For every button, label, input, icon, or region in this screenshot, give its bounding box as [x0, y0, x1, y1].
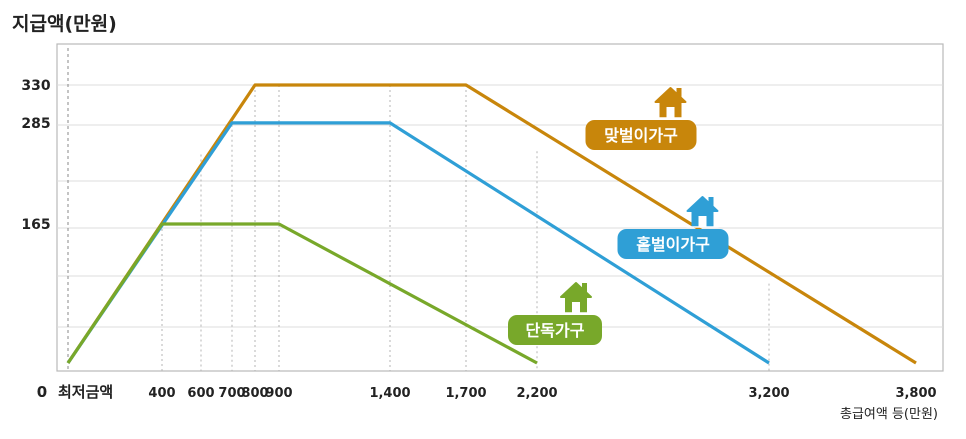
- series-label-0: 맞벌이가구: [585, 87, 697, 150]
- x-start-label: 최저금액: [58, 383, 113, 401]
- origin-label: 0: [37, 383, 47, 401]
- x-tick-label: 400: [148, 386, 175, 401]
- x-tick-label: 1,400: [369, 386, 410, 401]
- series-label-text: 단독가구: [526, 321, 585, 340]
- series-label-pill: [585, 120, 697, 150]
- series-label-1: 홑벌이가구: [617, 196, 729, 259]
- y-tick-label: 285: [21, 116, 50, 132]
- series-label-2: 단독가구: [508, 282, 602, 345]
- grid: [57, 48, 943, 371]
- y-axis-title: 지급액(만원): [12, 13, 117, 35]
- plot-frame: [56, 43, 944, 372]
- axis-layer: 지급액(만원) 총급여액 등(만원) 0 최저금액 400 600 70080090…: [12, 13, 938, 422]
- house-icon: [560, 282, 592, 314]
- series-label-pill: [508, 315, 602, 345]
- series-label-text: 맞벌이가구: [604, 126, 678, 145]
- x-tick-label: 700: [218, 386, 245, 401]
- x-tick-label: 600: [187, 386, 214, 401]
- house-icon: [654, 87, 687, 119]
- series-label-pill: [617, 229, 729, 259]
- x-axis-title: 총급여액 등(만원): [840, 407, 938, 422]
- x-tick-label: 1,700: [445, 386, 486, 401]
- series-layer: [66, 83, 917, 365]
- x-tick-label: 900: [265, 386, 292, 401]
- x-tick-label: 3,800: [895, 386, 936, 401]
- y-tick-label: 165: [21, 217, 50, 233]
- series-line-2: [66, 222, 538, 365]
- x-tick-label: 2,200: [516, 386, 557, 401]
- x-tick-label: 3,200: [748, 386, 789, 401]
- y-tick-label: 330: [21, 78, 50, 94]
- x-tick-label: 800: [241, 386, 268, 401]
- house-icon: [686, 196, 719, 228]
- series-label-text: 홑벌이가구: [636, 235, 710, 254]
